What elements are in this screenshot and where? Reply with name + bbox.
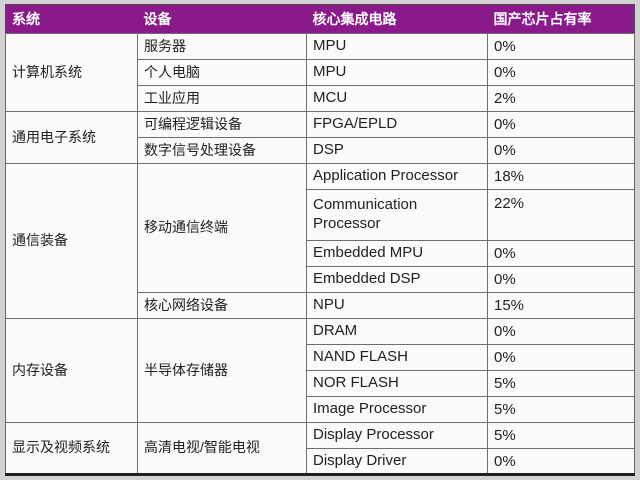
system-cell: 通用电子系统 xyxy=(5,111,138,164)
device-cell: 核心网络设备 xyxy=(137,292,307,319)
domestic-chip-share-table: 系统 设备 核心集成电路 国产芯片占有率 计算机系统 服务器 MPU 0% 个人… xyxy=(5,4,635,476)
ic-cell: Display Processor xyxy=(306,422,488,449)
ic-cell: Communication Processor xyxy=(306,189,488,241)
device-cell: 移动通信终端 xyxy=(137,163,307,293)
system-cell: 显示及视频系统 xyxy=(5,422,138,475)
table-row: 内存设备 半导体存储器 DRAM 0% xyxy=(5,318,635,423)
share-cell: 5% xyxy=(487,370,635,397)
system-cell: 内存设备 xyxy=(5,318,138,423)
ic-cell: MPU xyxy=(306,33,488,60)
ic-cell: Image Processor xyxy=(306,396,488,423)
ic-cell: Application Processor xyxy=(306,163,488,190)
table-row: Display Driver 0% xyxy=(6,448,635,475)
share-cell: 18% xyxy=(487,163,635,190)
share-cell: 0% xyxy=(487,318,635,345)
header-ic: 核心集成电路 xyxy=(306,4,488,34)
table-row: 通信装备 移动通信终端 Application Processor 18% xyxy=(5,163,635,319)
ic-cell: Embedded MPU xyxy=(306,240,488,267)
table-row: NAND FLASH 0% xyxy=(6,344,635,371)
table-row: 显示及视频系统 高清电视/智能电视 Display Processor 5% xyxy=(5,422,635,475)
table-row: 工业应用 MCU 2% xyxy=(6,85,635,112)
device-cell: 高清电视/智能电视 xyxy=(137,422,307,475)
ic-cell: NPU xyxy=(306,292,488,319)
ic-cell: MPU xyxy=(306,59,488,86)
device-cell: 工业应用 xyxy=(137,85,307,112)
table-row: Communication Processor 22% xyxy=(6,189,635,241)
table-row: Image Processor 5% xyxy=(6,396,635,423)
device-cell: 个人电脑 xyxy=(137,59,307,86)
share-cell: 5% xyxy=(487,396,635,423)
header-share: 国产芯片占有率 xyxy=(487,4,635,34)
ic-cell: DSP xyxy=(306,137,488,164)
table-row: 核心网络设备 NPU 15% xyxy=(6,292,635,319)
system-cell: 计算机系统 xyxy=(5,33,138,112)
header-row: 系统 设备 核心集成电路 国产芯片占有率 xyxy=(5,4,635,34)
share-cell: 0% xyxy=(487,344,635,371)
ic-cell: DRAM xyxy=(306,318,488,345)
share-cell: 0% xyxy=(487,266,635,293)
device-cell: 数字信号处理设备 xyxy=(137,137,307,164)
table-row: NOR FLASH 5% xyxy=(6,370,635,397)
table-row: Embedded MPU 0% xyxy=(6,240,635,267)
share-cell: 0% xyxy=(487,111,635,138)
table-row: 个人电脑 MPU 0% xyxy=(6,59,635,86)
ic-cell: Embedded DSP xyxy=(306,266,488,293)
share-cell: 5% xyxy=(487,422,635,449)
ic-cell: FPGA/EPLD xyxy=(306,111,488,138)
header-device: 设备 xyxy=(137,4,307,34)
share-cell: 0% xyxy=(487,448,635,475)
ic-cell: Display Driver xyxy=(306,448,488,475)
device-cell: 半导体存储器 xyxy=(137,318,307,423)
system-cell: 通信装备 xyxy=(5,163,138,319)
share-cell: 0% xyxy=(487,240,635,267)
device-cell: 服务器 xyxy=(137,33,307,60)
share-cell: 15% xyxy=(487,292,635,319)
share-cell: 2% xyxy=(487,85,635,112)
device-cell: 可编程逻辑设备 xyxy=(137,111,307,138)
ic-cell: NOR FLASH xyxy=(306,370,488,397)
share-cell: 0% xyxy=(487,137,635,164)
table-row: 通用电子系统 可编程逻辑设备 FPGA/EPLD 0% xyxy=(5,111,635,164)
ic-cell: NAND FLASH xyxy=(306,344,488,371)
header-system: 系统 xyxy=(5,4,138,34)
ic-cell: MCU xyxy=(306,85,488,112)
share-cell: 0% xyxy=(487,59,635,86)
share-cell: 22% xyxy=(487,189,635,241)
table-row: 计算机系统 服务器 MPU 0% xyxy=(5,33,635,112)
share-cell: 0% xyxy=(487,33,635,60)
table-row: 数字信号处理设备 DSP 0% xyxy=(6,137,635,164)
